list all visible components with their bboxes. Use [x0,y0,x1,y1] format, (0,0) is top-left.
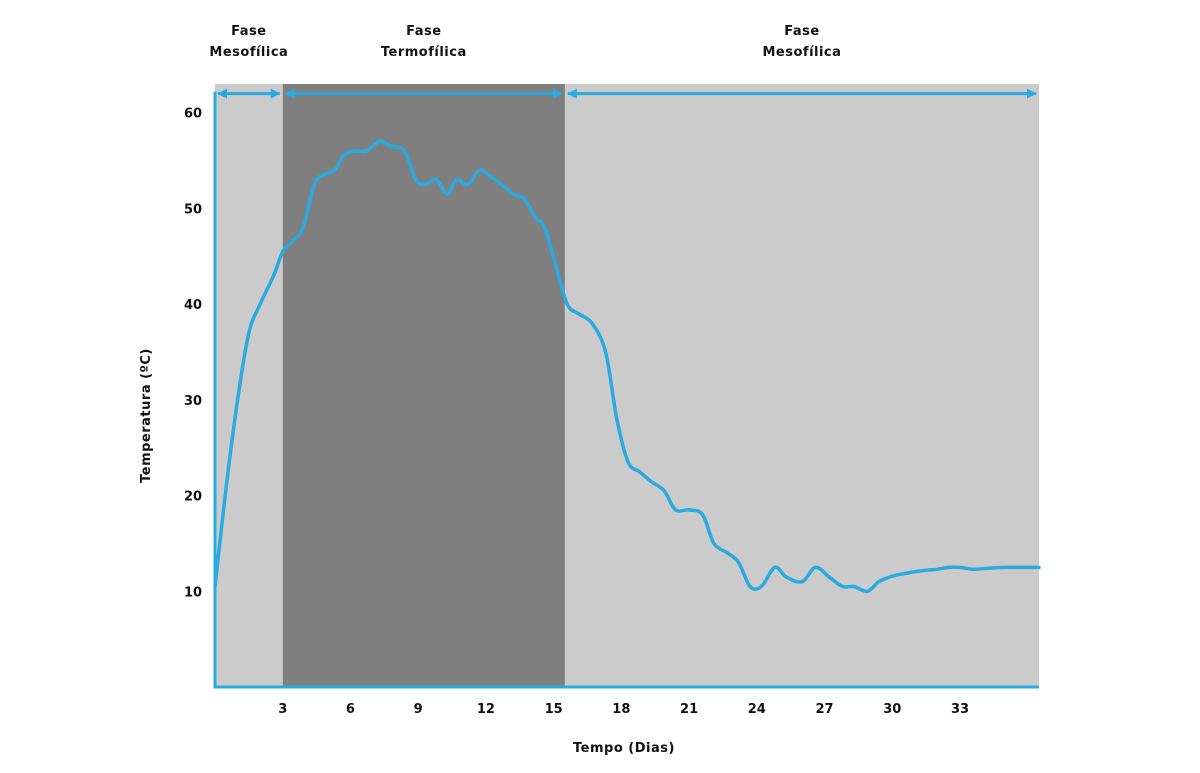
labels-layer: Fase Mesofílica Fase Termofílica Fase Mesofíl… [139,24,969,756]
y-tick-label: 50 [184,202,202,217]
phase-label-2: Fase Termofílica [381,24,467,60]
y-tick-label: 30 [184,394,202,409]
x-axis-title: Tempo (Dias) [573,741,675,756]
phase-label-line: Mesofílica [209,45,288,60]
phase-band-1 [215,84,283,687]
y-tick-label: 60 [184,107,202,122]
x-tick-label: 6 [346,702,355,717]
x-tick-label: 9 [414,702,423,717]
phase-label-line: Fase [231,24,266,39]
x-tick-label: 30 [883,702,901,717]
x-tick-label: 33 [951,702,969,717]
series-layer [213,139,1041,594]
temperature-series-line [213,139,1041,594]
y-axis-title: Temperatura (ºC) [139,348,154,483]
phase-label-line: Fase [784,24,819,39]
x-tick-label: 21 [680,702,698,717]
y-tick-label: 20 [184,490,202,505]
phase-bands [215,84,1039,687]
x-tick-label: 18 [612,702,630,717]
phase-band-3 [564,84,1039,687]
phase-label-line: Fase [406,24,441,39]
y-tick-label: 10 [184,585,202,600]
x-tick-label: 27 [815,702,833,717]
phase-label-line: Mesofílica [762,45,841,60]
phase-label-1: Fase Mesofílica [209,24,288,60]
x-tick-label: 3 [278,702,287,717]
x-tick-label: 24 [748,702,766,717]
x-tick-label: 15 [545,702,563,717]
x-tick-label: 12 [477,702,495,717]
y-tick-label: 40 [184,298,202,313]
phase-label-3: Fase Mesofílica [762,24,841,60]
phase-label-line: Termofílica [381,45,467,60]
